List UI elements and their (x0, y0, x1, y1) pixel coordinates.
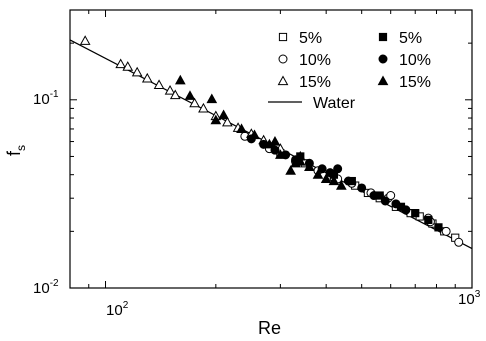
x-tick-label-1000: 103 (458, 289, 481, 308)
data-point-triangle-filled (249, 129, 260, 140)
data-point-triangle-filled (218, 109, 229, 120)
data-point-circle-open (441, 226, 451, 236)
legend-label-circle-open: 10% (299, 52, 331, 69)
legend-label-triangle-filled: 15% (399, 74, 431, 91)
data-point-triangle-open (169, 89, 181, 100)
legend-marker-triangle-filled (377, 75, 389, 86)
data-point-circle-filled (369, 191, 379, 201)
data-point-triangle-open (221, 116, 233, 127)
data-point-triangle-open (115, 58, 127, 69)
legend-label-triangle-open: 15% (299, 74, 331, 91)
data-point-square-filled (434, 223, 443, 232)
data-point-square-filled (424, 215, 433, 225)
data-point-triangle-open (153, 79, 165, 89)
data-point-triangle-open (122, 61, 134, 71)
data-point-triangle-filled (184, 90, 196, 100)
data-point-triangle-filled (275, 149, 286, 159)
data-point-triangle-open (198, 102, 209, 113)
data-point-circle-open (386, 191, 396, 201)
data-point-triangle-filled (320, 173, 332, 183)
data-point-triangle-filled (335, 180, 347, 190)
legend-label-square-open: 5% (299, 30, 322, 47)
data-point-triangle-open (164, 85, 176, 95)
legend-marker-circle-open (278, 54, 288, 64)
x-tick-label-100: 102 (106, 300, 129, 319)
data-point-triangle-filled (294, 155, 306, 166)
data-point-triangle-filled (328, 175, 340, 186)
data-point-triangle-filled (269, 136, 281, 146)
data-point-circle-open (454, 237, 464, 247)
data-point-square-filled (411, 209, 420, 218)
data-point-circle-filled (343, 176, 353, 186)
data-point-triangle-open (131, 66, 143, 77)
x-axis-label: Re (258, 318, 281, 338)
data-point-circle-filled (325, 168, 335, 178)
data-point-triangle-filled (206, 93, 218, 104)
data-point-circle-filled (401, 205, 411, 215)
plot-frame (69, 9, 473, 289)
legend-marker-circle-filled (378, 54, 388, 64)
data-point-circle-filled (317, 164, 327, 174)
data-point-triangle-filled (236, 123, 247, 134)
legend-marker-square-filled (378, 32, 388, 42)
legend-label-square-filled: 5% (399, 30, 422, 47)
data-point-triangle-filled (210, 114, 222, 125)
data-point-circle-filled (357, 183, 367, 193)
data-point-triangle-open (189, 97, 200, 108)
y-axis-label: fs (4, 145, 28, 156)
data-points (79, 35, 464, 247)
y-tick-label-0.01: 10-2 (33, 278, 59, 297)
data-point-circle-filled (391, 199, 401, 209)
data-point-triangle-filled (174, 74, 186, 85)
legend-marker-square-open (278, 32, 288, 42)
y-tick-label-0.1: 10-1 (33, 89, 59, 108)
data-point-triangle-open (79, 35, 91, 45)
legend-label-water: Water (313, 95, 356, 112)
data-point-triangle-open (141, 72, 153, 83)
svg-text:fs: fs (4, 145, 28, 156)
data-point-triangle-filled (285, 165, 296, 175)
legend-label-circle-filled: 10% (399, 52, 431, 69)
data-point-triangle-filled (312, 169, 324, 179)
legend: 5% 5% 10% 10% 15% 15% Water (268, 30, 431, 112)
legend-marker-triangle-open (277, 75, 289, 86)
data-point-triangle-filled (304, 161, 315, 171)
data-point-circle-filled (380, 196, 390, 206)
data-point-circle-filled (333, 164, 343, 174)
